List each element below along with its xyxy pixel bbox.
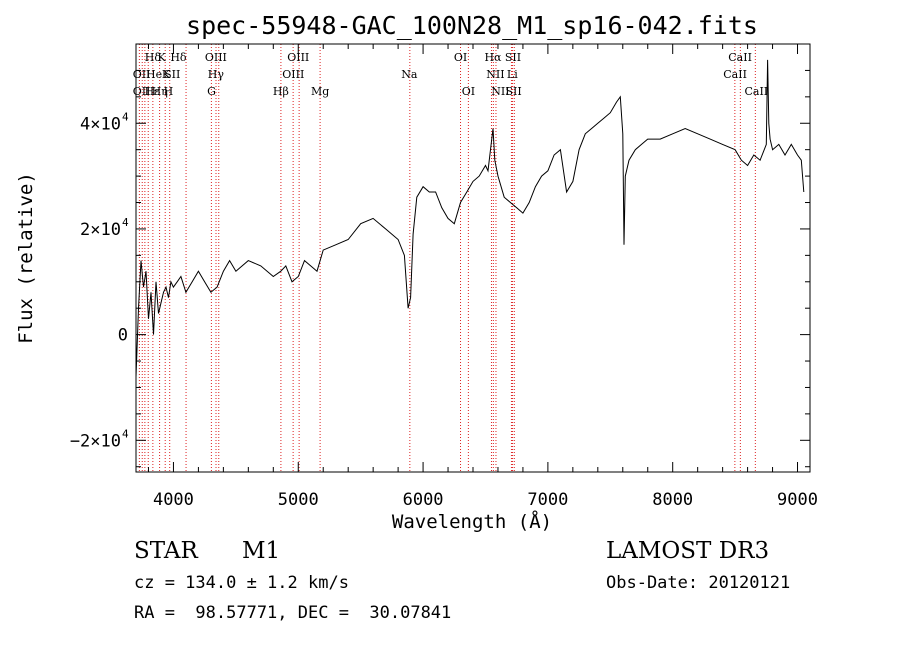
x-tick-label: 4000 — [153, 490, 194, 510]
x-tick-label: 6000 — [403, 490, 444, 510]
redshift-velocity: cz = 134.0 ± 1.2 km/s — [134, 573, 349, 593]
line-label: Hγ — [208, 68, 225, 81]
y-tick-label: 4×10 — [80, 114, 121, 134]
line-label: NII — [491, 85, 509, 98]
line-label: CaII — [728, 51, 752, 64]
line-label: G — [207, 85, 216, 98]
coordinates: RA = 98.57771, DEC = 30.07841 — [134, 603, 452, 623]
line-label: Hδ — [170, 51, 187, 64]
x-axis-label: Wavelength (Å) — [392, 510, 552, 533]
line-label: Hδ — [145, 51, 162, 64]
line-label: Na — [401, 68, 418, 81]
x-tick-label: 8000 — [652, 490, 693, 510]
axis-tick-layer: 4000 5000 6000 7000 8000 9000−2×10 402×10 44×10… — [70, 43, 818, 510]
line-label: OII — [133, 85, 151, 98]
line-label: SII — [505, 51, 521, 64]
spectrum-series-line — [135, 59, 805, 377]
survey-name: LAMOST DR3 — [606, 538, 770, 564]
line-label: Hε — [145, 85, 161, 98]
x-tick-label: 9000 — [777, 490, 818, 510]
line-label: OIII — [282, 68, 304, 81]
line-label: He — [146, 68, 162, 81]
line-label: Hα — [484, 51, 502, 64]
line-label: OII — [133, 68, 151, 81]
y-tick-exponent: 4 — [122, 216, 129, 229]
line-label: Li — [507, 68, 518, 81]
y-tick-exponent: 4 — [122, 110, 129, 123]
object-class: STAR — [134, 538, 198, 564]
chart-title: spec-55948-GAC_100N28_M1_sp16-042.fits — [186, 11, 758, 40]
x-tick-label: 5000 — [278, 490, 319, 510]
y-axis-label: Flux (relative) — [15, 172, 37, 344]
observation-date: Obs-Date: 20120121 — [606, 573, 791, 593]
y-tick-label: 0 — [118, 326, 128, 346]
plot-frame — [135, 43, 811, 473]
line-label: Hη — [152, 85, 168, 98]
line-label: Mg — [311, 85, 329, 98]
line-label: NII — [486, 68, 504, 81]
line-label: K — [157, 51, 166, 64]
line-label: OIII — [205, 51, 227, 64]
line-label: SII — [164, 68, 180, 81]
line-marker-layer — [138, 44, 756, 472]
line-label: OI — [454, 51, 467, 64]
y-tick-exponent: 4 — [122, 427, 129, 440]
y-tick-label: 2×10 — [80, 220, 121, 240]
line-label: OIII — [287, 51, 309, 64]
line-label: OI — [462, 85, 475, 98]
y-tick-label: −2×10 — [70, 431, 121, 451]
line-label: H — [164, 85, 174, 98]
line-label: SII — [505, 85, 521, 98]
x-tick-label: 7000 — [527, 490, 568, 510]
line-label: CaII — [723, 68, 747, 81]
line-label: Hβ — [273, 85, 289, 98]
line-label: K — [162, 68, 171, 81]
object-subclass: M1 — [242, 538, 281, 564]
line-label: CaII — [744, 85, 768, 98]
